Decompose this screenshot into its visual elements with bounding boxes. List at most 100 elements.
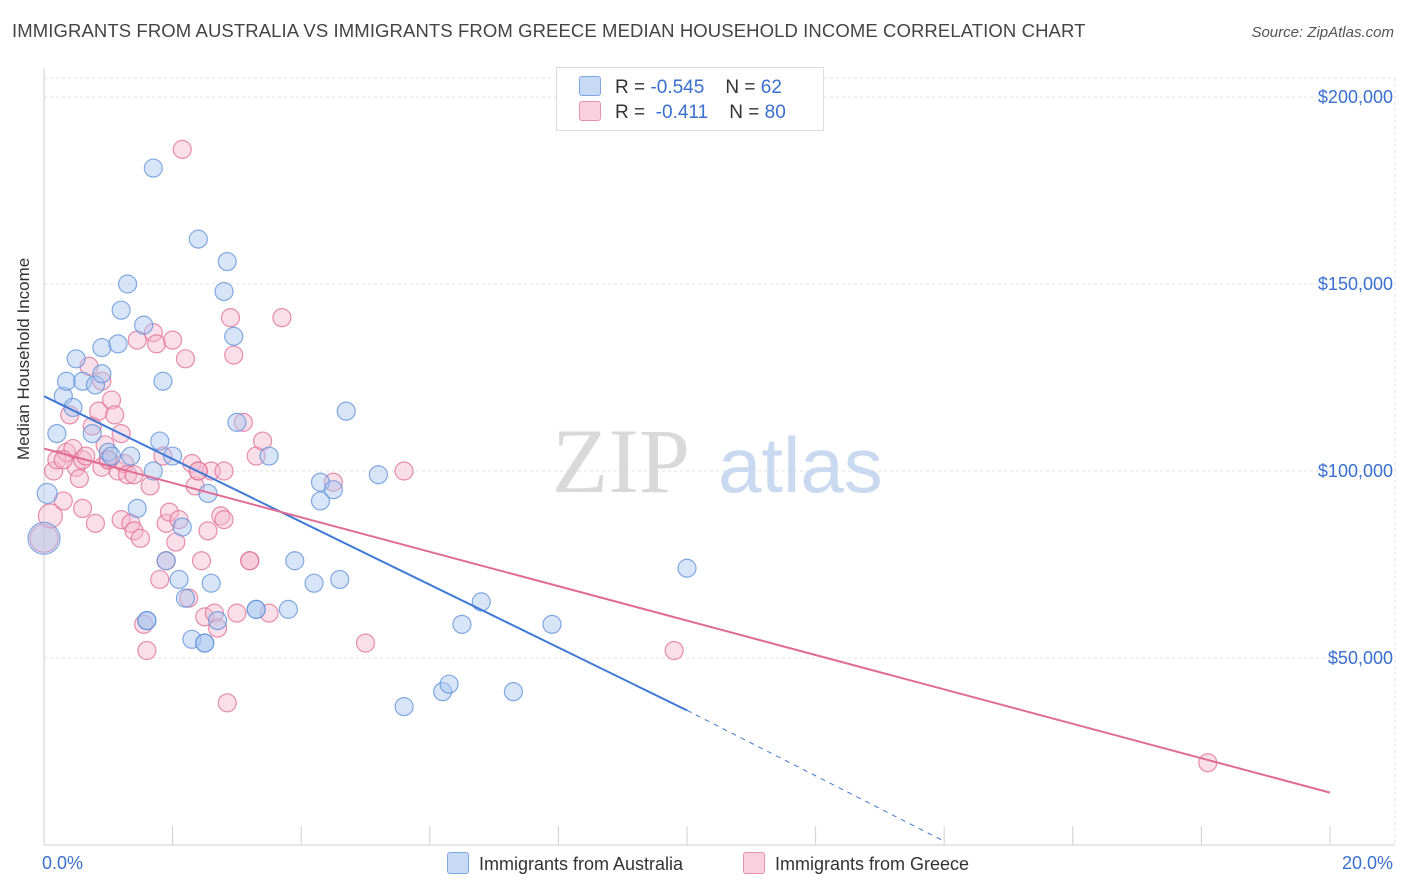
point-greece-47 — [191, 551, 212, 571]
point-australia-44 — [304, 573, 324, 593]
bottom-legend-swatch-australia — [447, 852, 469, 874]
point-greece-38 — [163, 330, 183, 350]
point-australia-47 — [323, 480, 343, 500]
point-australia-30 — [182, 629, 202, 649]
point-australia-17 — [121, 446, 141, 466]
bottom-legend-label-greece: Immigrants from Greece — [775, 854, 970, 874]
point-greece-48 — [195, 607, 215, 627]
point-australia-6 — [66, 349, 86, 369]
point-greece-54 — [214, 461, 234, 481]
bottom-legend-greece: Immigrants from Greece — [743, 852, 969, 875]
point-australia-22 — [143, 461, 163, 481]
point-greece-0 — [29, 523, 59, 553]
point-australia-1 — [36, 482, 58, 505]
point-greece-59 — [233, 412, 253, 432]
legend-n-label: N = — [729, 102, 760, 123]
tick-labels: $50,000 $100,000 $150,000 $200,000 0.0% 20.0% — [42, 87, 1393, 873]
point-greece-41 — [172, 139, 192, 159]
point-australia-48 — [330, 569, 350, 590]
point-greece-56 — [220, 308, 241, 328]
point-australia-9 — [85, 375, 106, 395]
point-greece-14 — [85, 513, 106, 533]
point-greece-76 — [214, 510, 234, 530]
point-australia-18 — [127, 498, 147, 518]
bottom-legend-australia: Immigrants from Australia — [447, 852, 683, 875]
point-australia-11 — [92, 337, 112, 358]
point-greece-30 — [137, 640, 157, 661]
point-australia-38 — [224, 326, 244, 346]
trend-line-australia-extension — [686, 709, 945, 842]
point-australia-31 — [188, 229, 208, 249]
point-greece-64 — [272, 308, 292, 328]
y-tick-label-1: $100,000 — [1318, 461, 1393, 481]
legend-r-value: -0.411 — [655, 102, 709, 123]
point-australia-10 — [92, 364, 112, 384]
trend-lines — [43, 395, 1331, 842]
point-australia-43 — [285, 551, 305, 571]
point-australia-16 — [117, 274, 138, 294]
point-greece-32 — [143, 323, 163, 343]
trend-line-australia — [43, 395, 688, 712]
axes — [43, 68, 1395, 846]
legend-r-value: -0.545 — [650, 77, 705, 98]
legend-r-label: R = — [615, 77, 646, 98]
point-greece-57 — [224, 345, 244, 365]
x-tick-label-0: 0.0% — [42, 853, 83, 873]
point-australia-15 — [111, 300, 131, 320]
point-australia-39 — [227, 412, 247, 432]
watermark-atlas: atlas — [718, 421, 883, 509]
point-australia-28 — [172, 517, 192, 537]
point-australia-8 — [82, 424, 102, 444]
point-greece-63 — [259, 603, 279, 623]
point-australia-13 — [101, 446, 122, 466]
x-tick-label-1: 20.0% — [1342, 853, 1393, 873]
y-tick-label-3: $200,000 — [1318, 87, 1393, 107]
point-australia-7 — [72, 371, 93, 391]
point-australia-53 — [439, 674, 459, 694]
legend-n-value: 62 — [760, 77, 782, 98]
series-greece-points — [29, 139, 1218, 773]
point-greece-37 — [159, 502, 179, 522]
point-australia-25 — [156, 551, 176, 571]
point-greece-58 — [227, 603, 247, 623]
point-greece-53 — [211, 506, 231, 526]
point-greece-66 — [355, 633, 376, 653]
legend-n-value: 80 — [764, 102, 786, 123]
point-australia-36 — [214, 281, 234, 302]
grid-lines — [44, 77, 1396, 845]
point-greece-55 — [217, 693, 237, 713]
point-australia-55 — [471, 592, 491, 612]
point-greece-20 — [105, 405, 125, 425]
legend-n-label: N = — [725, 77, 756, 98]
point-greece-3 — [47, 450, 67, 470]
point-australia-52 — [433, 682, 453, 702]
point-australia-21 — [143, 158, 163, 178]
watermark-zip: ZIP — [552, 410, 690, 512]
y-tick-label-0: $50,000 — [1328, 648, 1393, 668]
point-greece-15 — [89, 401, 109, 421]
point-australia-4 — [56, 371, 77, 391]
point-greece-42 — [175, 349, 196, 369]
point-greece-69 — [1198, 753, 1218, 773]
point-australia-37 — [217, 251, 237, 272]
point-australia-29 — [175, 588, 196, 608]
point-australia-19 — [134, 315, 154, 335]
point-australia-61 — [137, 610, 157, 631]
y-tick-label-2: $150,000 — [1318, 274, 1393, 294]
legend-swatch-australia — [579, 76, 601, 96]
point-australia-14 — [108, 334, 128, 354]
trend-line-greece — [43, 447, 1331, 794]
point-australia-49 — [336, 401, 356, 421]
point-greece-77 — [240, 551, 260, 571]
point-australia-0 — [27, 521, 61, 555]
point-greece-67 — [394, 461, 414, 481]
point-greece-9 — [69, 468, 89, 489]
point-greece-22 — [111, 510, 131, 530]
point-australia-24 — [153, 371, 173, 391]
point-australia-34 — [201, 573, 221, 593]
point-australia-58 — [677, 558, 697, 578]
point-australia-59 — [246, 599, 266, 619]
bottom-legend-label-australia: Immigrants from Australia — [479, 854, 684, 874]
point-australia-27 — [169, 569, 189, 590]
